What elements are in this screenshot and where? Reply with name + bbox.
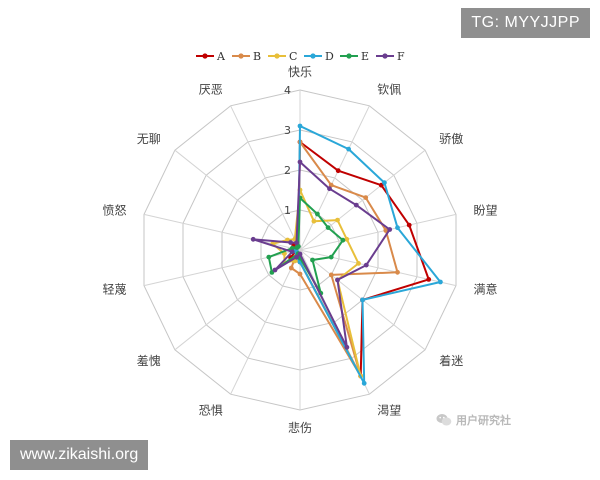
data-point [288,240,293,245]
data-point [360,297,365,303]
data-point [327,186,332,192]
axis-label: 悲伤 [288,420,312,435]
data-point [315,211,320,217]
legend-label: A [216,50,226,63]
data-point [310,257,315,263]
radar-grid [143,89,457,411]
data-point [295,244,301,249]
data-point [250,236,256,242]
data-point [297,123,303,129]
legend-label: D [325,50,334,63]
site-badge: www.zikaishi.org [10,440,149,470]
legend-swatch-dot [238,53,244,59]
legend-label: F [397,50,405,63]
tick-label: 4 [284,84,291,97]
axis-label: 骄傲 [439,131,463,146]
data-point [335,217,340,223]
axis-label: 满意 [474,282,498,297]
tick-label: 3 [284,124,291,137]
data-point [383,228,389,233]
watermark-text: 用户研究社 [456,414,511,427]
data-point [363,195,369,201]
legend-swatch-dot [346,53,352,59]
legend-label: B [253,50,261,63]
series-A [288,139,432,379]
data-point [340,237,346,243]
data-point [266,254,272,260]
data-point [272,267,278,273]
data-point [344,236,350,242]
tick-label: 1 [284,204,291,217]
tick-label: 2 [284,164,291,177]
axis-label: 恐惧 [199,402,223,417]
data-point [328,254,334,260]
spoke-13 [174,149,301,251]
data-point [297,251,303,257]
data-point [288,265,294,271]
spoke-9 [230,249,301,395]
data-point [328,182,334,188]
legend-swatch-dot [202,53,208,59]
spoke-14 [230,105,301,251]
spoke-2 [299,105,370,251]
legend-label: E [361,50,369,63]
data-point [426,277,432,282]
legend: A B C D E F [196,50,405,63]
data-point [294,240,299,246]
data-point [395,225,400,231]
legend-label: C [289,50,297,63]
axis-label: 羞愧 [137,353,161,368]
legend-item-B: B [232,50,261,63]
data-point [325,225,331,231]
axis-label: 渴望 [377,403,401,417]
data-point [406,222,412,228]
data-point [289,249,295,255]
spoke-3 [299,149,426,251]
axis-label: 盼望 [474,203,498,217]
axis-label: 轻蔑 [102,283,126,297]
legend-swatch-dot [310,53,316,59]
data-point [311,218,317,224]
legend-swatch-dot [382,53,388,59]
data-point [335,168,341,174]
legend-swatch-dot [274,53,280,59]
axis-label: 愤怒 [102,202,126,217]
data-point [356,261,361,266]
data-point [294,254,299,260]
legend-item-A: A [196,50,226,63]
data-point [335,277,340,283]
data-point [289,245,295,251]
series-F [250,159,393,350]
data-point [297,159,303,165]
spoke-4 [299,213,457,251]
axis-label: 着迷 [439,353,463,368]
data-point [363,262,369,268]
data-point [395,269,400,275]
wechat-icon [436,414,452,426]
data-point [382,180,387,186]
axis-label: 快乐 [288,65,312,79]
legend-item-E: E [340,50,369,63]
legend-item-D: D [304,50,334,63]
data-point [438,279,443,285]
data-point [328,272,334,278]
axis-label: 钦佩 [377,83,401,97]
legend-item-C: C [268,50,297,63]
axis-label: 无聊 [137,132,161,146]
data-point [387,227,393,232]
data-point [346,146,351,152]
data-point [297,271,303,277]
axis-label: 厌恶 [199,83,223,97]
legend-item-F: F [376,50,405,63]
data-point [361,380,367,386]
data-point [344,344,350,350]
data-point [353,202,359,208]
tg-badge: TG: MYYJJPP [461,8,590,38]
watermark: 用户研究社 [436,412,511,428]
